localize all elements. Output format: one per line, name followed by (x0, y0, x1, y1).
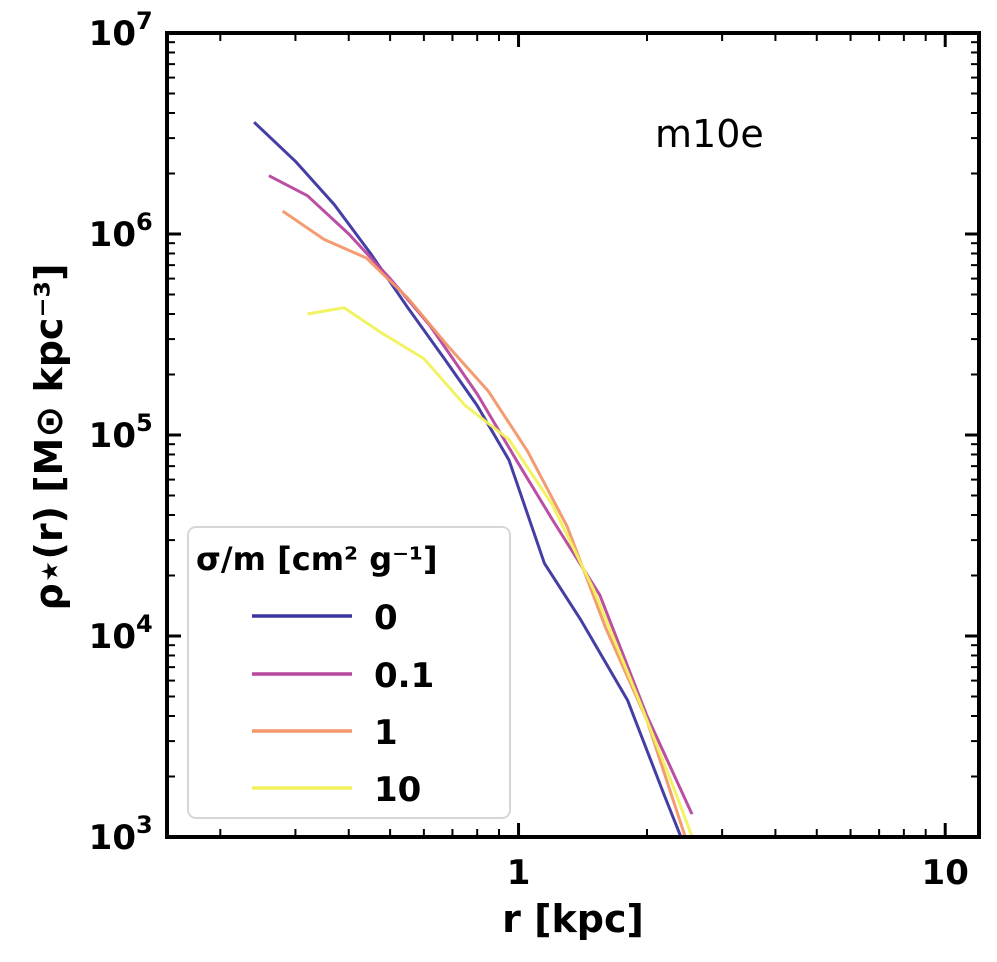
y-tick-label: 10 4 (89, 610, 153, 657)
y-tick-label: 10 6 (89, 208, 153, 255)
y-tick-label-base: 10 (89, 215, 136, 255)
series-line-0 (253, 121, 683, 837)
x-tick-label: 10 (922, 853, 969, 893)
y-tick-label-exponent: 7 (136, 7, 153, 35)
x-tick-label: 1 (507, 853, 531, 893)
y-tick-label-exponent: 3 (136, 811, 153, 839)
series-line-10 (307, 306, 694, 837)
series-line-1 (281, 209, 687, 837)
y-tick-label-base: 10 (89, 617, 136, 657)
y-tick-label-exponent: 6 (136, 208, 153, 236)
legend-label: 1 (374, 713, 398, 753)
y-axis-label: ρ⋆(r) [M⊙ kpc⁻³] (27, 263, 71, 610)
legend: σ/m [cm² g⁻¹] 0 0.1 1 10 (187, 526, 511, 819)
series-line-0-1 (268, 174, 694, 815)
y-tick-label: 10 3 (89, 811, 153, 858)
legend-label: 10 (374, 770, 421, 810)
legend-label: 0.1 (374, 656, 434, 696)
y-tick-label-base: 10 (89, 416, 136, 456)
legend-title: σ/m [cm² g⁻¹] (196, 540, 438, 578)
legend-label: 0 (374, 598, 398, 638)
y-tick-label-exponent: 5 (136, 409, 153, 437)
legend-entries: 0 0.1 1 10 (252, 598, 434, 810)
y-tick-label: 10 5 (89, 409, 153, 456)
y-tick-label-exponent: 4 (136, 610, 153, 638)
plot-frame (165, 31, 981, 839)
y-tick-label-base: 10 (89, 14, 136, 54)
y-tick-label-base: 10 (89, 818, 136, 858)
y-tick-label: 10 7 (89, 7, 153, 54)
annotation-label: m10e (655, 112, 764, 156)
series-group (253, 121, 694, 837)
x-axis-label: r [kpc] (502, 897, 644, 941)
